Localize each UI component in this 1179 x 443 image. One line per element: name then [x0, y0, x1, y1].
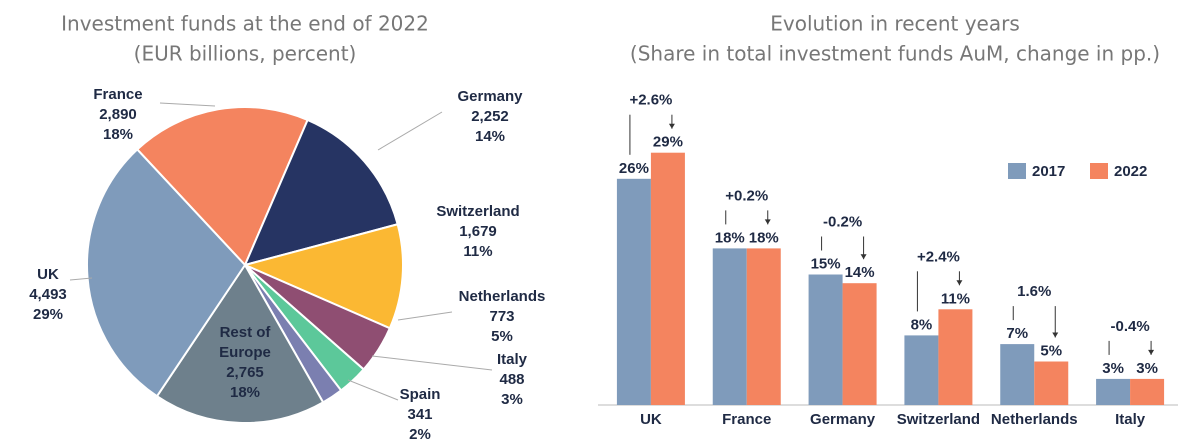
bar-value-label: 26%: [619, 160, 649, 177]
change-annotation: +2.6%: [629, 92, 672, 109]
pie-title: Investment funds at the end of 2022: [61, 12, 429, 36]
bar: [1096, 378, 1131, 405]
leader-line: [371, 355, 493, 371]
slice-value: 2,890: [99, 106, 137, 123]
slice-label: France: [93, 86, 142, 103]
pie-subtitle: (EUR billions, percent): [134, 42, 357, 66]
slice-label: Germany: [457, 88, 523, 105]
slice-value: 773: [489, 308, 514, 325]
bar-value-label: 5%: [1040, 342, 1062, 359]
slice-label: Rest of Europe: [219, 324, 271, 361]
bar-value-label: 3%: [1136, 360, 1158, 377]
change-annotation: +2.4%: [917, 248, 960, 265]
pie-slice: [241, 223, 404, 330]
slice-value: 2,765: [226, 364, 264, 381]
bar-value-label: 8%: [911, 316, 933, 333]
change-annotation: +0.2%: [725, 187, 768, 204]
change-annotation: -0.2%: [823, 213, 862, 230]
arrow-head: [956, 280, 963, 286]
slice-value: 1,679: [459, 223, 497, 240]
leader-line: [397, 311, 453, 321]
bar-value-label: 11%: [941, 290, 970, 307]
x-tick-label: Netherlands: [991, 411, 1078, 428]
x-tick-label: Italy: [1115, 411, 1146, 428]
slice-label: Switzerland: [436, 203, 519, 220]
arrow-head: [1052, 332, 1059, 338]
bar: [1000, 344, 1035, 405]
change-annotation: -0.4%: [1110, 318, 1149, 335]
slice-label: Netherlands: [459, 288, 546, 305]
slice-percent: 11%: [463, 243, 492, 260]
leader-line: [377, 111, 443, 151]
leader-line: [69, 277, 93, 281]
arrow-head: [860, 254, 867, 260]
arrow-head: [668, 123, 675, 129]
bar-value-label: 7%: [1006, 325, 1028, 342]
slice-value: 488: [499, 371, 524, 388]
bar: [712, 248, 747, 405]
slice-percent: 2%: [409, 426, 431, 443]
bar: [616, 178, 651, 405]
bar-value-label: 14%: [845, 264, 875, 281]
slice-percent: 29%: [33, 306, 63, 323]
bar: [650, 152, 685, 405]
bar: [842, 283, 877, 405]
slice-value: 4,493: [29, 286, 67, 303]
x-tick-label: France: [722, 411, 771, 428]
bar-subtitle: (Share in total investment funds AuM, ch…: [630, 42, 1160, 66]
bar-title: Evolution in recent years: [770, 12, 1020, 36]
slice-value: 2,252: [471, 108, 509, 125]
legend-label: 2017: [1032, 163, 1065, 180]
arrow-head: [764, 219, 771, 225]
slice-label-line: Rest of: [220, 324, 272, 341]
bar-value-label: 15%: [811, 255, 841, 272]
bar: [1130, 378, 1165, 405]
slice-percent: 14%: [475, 128, 505, 145]
bar-value-label: 29%: [653, 134, 683, 151]
bar-value-label: 3%: [1102, 360, 1124, 377]
change-annotation: 1.6%: [1017, 283, 1051, 300]
bar: [1034, 361, 1069, 405]
bar: [808, 274, 843, 405]
bar: [938, 309, 973, 405]
leader-line: [347, 379, 399, 401]
bar: [904, 335, 939, 405]
slice-label: Italy: [497, 351, 528, 368]
slice-label: Spain: [400, 386, 441, 403]
legend-swatch: [1090, 163, 1108, 179]
slice-percent: 5%: [491, 328, 513, 345]
x-tick-label: UK: [640, 411, 662, 428]
slice-percent: 3%: [501, 391, 523, 408]
pie-slice: [86, 148, 247, 398]
pie-slice: [155, 263, 325, 424]
pie-slice: [243, 118, 399, 267]
leader-line: [159, 102, 216, 107]
slice-label-line: Europe: [219, 344, 271, 361]
slice-percent: 18%: [230, 384, 260, 401]
pie-slice: [135, 106, 309, 267]
legend-swatch: [1008, 163, 1026, 179]
legend-label: 2022: [1114, 163, 1147, 180]
x-tick-label: Germany: [810, 411, 876, 428]
bar: [746, 248, 781, 405]
slice-label: UK: [37, 266, 59, 283]
bar-value-label: 18%: [715, 229, 745, 246]
bar-value-label: 18%: [749, 229, 779, 246]
slice-percent: 18%: [103, 126, 133, 143]
x-tick-label: Switzerland: [897, 411, 980, 428]
slice-value: 341: [407, 406, 432, 423]
arrow-head: [1148, 349, 1155, 355]
